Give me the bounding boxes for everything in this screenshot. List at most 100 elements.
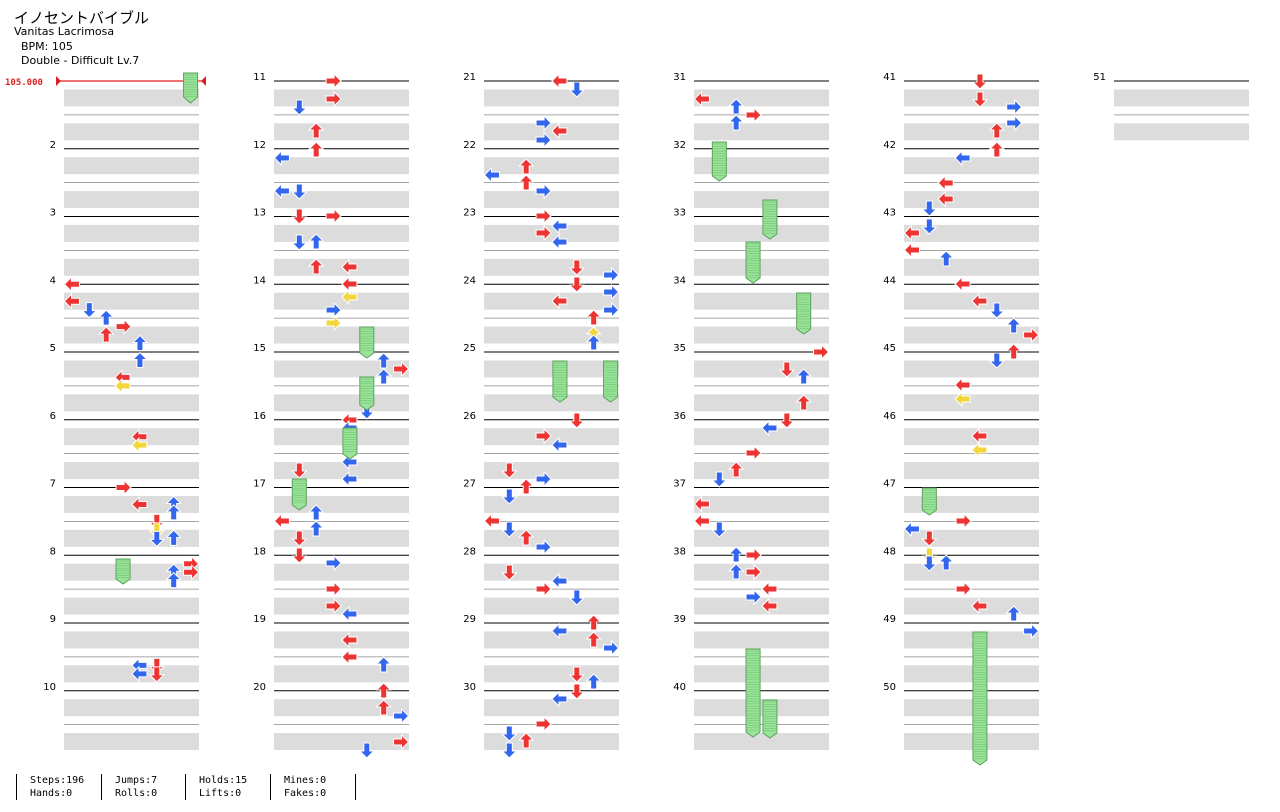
measure-number: 22 <box>463 140 476 151</box>
left-arrow-icon <box>761 597 778 615</box>
measure-labels: 2345678910111213141516171819202122232425… <box>43 72 1106 693</box>
down-arrow-icon <box>568 276 586 293</box>
up-arrow-icon <box>1005 317 1022 334</box>
right-arrow-icon <box>813 343 830 361</box>
measure-number: 31 <box>673 72 686 83</box>
bpm-change-line <box>56 76 206 86</box>
measure-number: 32 <box>673 140 686 151</box>
left-arrow-icon <box>483 166 500 184</box>
up-arrow-icon <box>165 529 182 546</box>
measure-number: 27 <box>463 479 476 490</box>
down-arrow-icon <box>501 742 518 759</box>
measure-block <box>64 487 199 547</box>
left-arrow-icon <box>131 496 148 513</box>
down-arrow-icon <box>501 725 518 742</box>
chart-stats: Steps:196 Hands:0 Jumps:7 Rolls:0 Holds:… <box>0 772 400 802</box>
up-arrow-icon <box>727 114 745 131</box>
measure-block <box>484 554 619 615</box>
measure-number: 33 <box>673 208 686 219</box>
left-arrow-icon <box>551 436 568 454</box>
right-arrow-icon <box>603 266 620 284</box>
measure-block <box>1114 80 1249 141</box>
hold-note <box>603 360 619 403</box>
right-arrow-icon <box>183 563 200 581</box>
measure-block <box>484 690 619 751</box>
down-arrow-icon <box>291 547 308 564</box>
left-arrow-icon <box>551 72 568 90</box>
down-arrow-icon <box>568 683 586 700</box>
right-arrow-icon <box>325 314 342 332</box>
up-arrow-icon <box>307 141 325 158</box>
measure-number: 34 <box>673 275 686 286</box>
right-arrow-icon <box>1023 622 1040 640</box>
down-arrow-icon <box>971 73 989 90</box>
stat-fakes: Fakes:0 <box>284 788 327 799</box>
up-arrow-icon <box>375 682 392 699</box>
measure-block <box>64 351 199 412</box>
bpm-label: BPM: 105 <box>21 40 73 53</box>
measure-number: 3 <box>50 208 56 219</box>
down-arrow-icon <box>568 81 586 98</box>
left-arrow-icon <box>551 233 568 251</box>
measure-block <box>64 690 199 751</box>
measure-block <box>274 80 409 141</box>
right-arrow-icon <box>1006 98 1023 116</box>
left-arrow-icon <box>341 605 358 623</box>
measure-number: 37 <box>673 479 686 490</box>
left-arrow-icon <box>63 292 80 310</box>
up-arrow-icon <box>937 250 955 267</box>
stat-rolls: Rolls:0 <box>115 788 158 799</box>
measure-number: 23 <box>463 208 476 219</box>
right-arrow-icon <box>1023 326 1040 344</box>
down-arrow-icon <box>921 555 938 572</box>
down-arrow-icon <box>921 200 938 217</box>
measure-number: 43 <box>883 208 896 219</box>
measure-number: 50 <box>883 682 896 693</box>
up-arrow-icon <box>585 309 602 326</box>
left-arrow-icon <box>954 376 971 394</box>
hold-note <box>921 487 937 516</box>
measure-block <box>694 80 829 141</box>
measure-block <box>484 351 619 412</box>
hold-note <box>972 631 988 766</box>
measure-block <box>274 690 409 751</box>
measure-block <box>274 216 409 276</box>
left-arrow-icon <box>131 665 148 683</box>
measure-number: 39 <box>673 614 686 625</box>
measure-block <box>904 351 1039 412</box>
left-arrow-icon <box>693 90 710 108</box>
right-arrow-icon <box>535 427 552 445</box>
stat-steps: Steps:196 <box>30 775 85 786</box>
up-arrow-icon <box>307 258 325 275</box>
down-arrow-icon <box>778 361 796 378</box>
down-arrow-icon <box>291 208 308 225</box>
up-arrow-icon <box>1005 343 1022 360</box>
measure-number: 30 <box>463 682 476 693</box>
measure-block <box>64 554 199 615</box>
right-arrow-icon <box>325 207 342 225</box>
hold-note <box>291 478 307 511</box>
down-arrow-icon <box>921 218 938 235</box>
measure-block <box>694 351 829 412</box>
measure-number: 9 <box>50 614 56 625</box>
measure-block <box>274 351 409 412</box>
measure-block <box>484 80 619 141</box>
measure-number: 7 <box>50 479 56 490</box>
left-arrow-icon <box>903 224 920 242</box>
measure-number: 5 <box>50 343 56 354</box>
left-arrow-icon <box>761 419 778 437</box>
measure-block <box>694 622 829 683</box>
measure-number: 49 <box>883 614 896 625</box>
measure-block <box>904 554 1039 615</box>
down-arrow-icon <box>291 530 308 547</box>
hold-note <box>762 699 778 739</box>
measure-block <box>64 148 199 209</box>
down-arrow-icon <box>501 462 518 479</box>
up-arrow-icon <box>307 504 325 521</box>
right-arrow-icon <box>603 283 620 301</box>
measure-block <box>484 283 619 344</box>
left-arrow-icon <box>273 512 290 530</box>
right-arrow-icon <box>325 554 342 572</box>
up-arrow-icon <box>517 478 535 495</box>
